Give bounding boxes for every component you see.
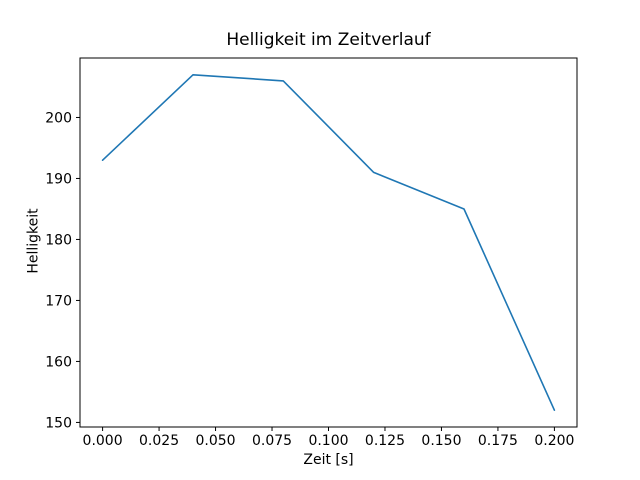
y-tick-label: 150 bbox=[45, 415, 72, 431]
y-tick-label: 180 bbox=[45, 232, 72, 248]
x-tick-label: 0.175 bbox=[478, 433, 518, 449]
y-tick-label: 200 bbox=[45, 110, 72, 126]
x-tick-label: 0.150 bbox=[421, 433, 461, 449]
data-line-helligkeit bbox=[101, 74, 556, 412]
y-axis-label: Helligkeit bbox=[25, 208, 42, 274]
axes-spines bbox=[79, 57, 578, 428]
y-tick-label: 190 bbox=[45, 171, 72, 187]
x-tick-label: 0.125 bbox=[365, 433, 405, 449]
x-tick-label: 0.000 bbox=[83, 433, 123, 449]
y-tick-label: 160 bbox=[45, 354, 72, 370]
x-tick-label: 0.050 bbox=[195, 433, 235, 449]
x-tick-label: 0.100 bbox=[308, 433, 348, 449]
x-tick-label: 0.200 bbox=[534, 433, 574, 449]
x-tick-label: 0.025 bbox=[139, 433, 179, 449]
x-tick-label: 0.075 bbox=[252, 433, 292, 449]
chart-title: Helligkeit im Zeitverlauf bbox=[226, 30, 431, 50]
x-axis-label: Zeit [s] bbox=[303, 452, 354, 468]
y-tick-label: 170 bbox=[45, 293, 72, 309]
